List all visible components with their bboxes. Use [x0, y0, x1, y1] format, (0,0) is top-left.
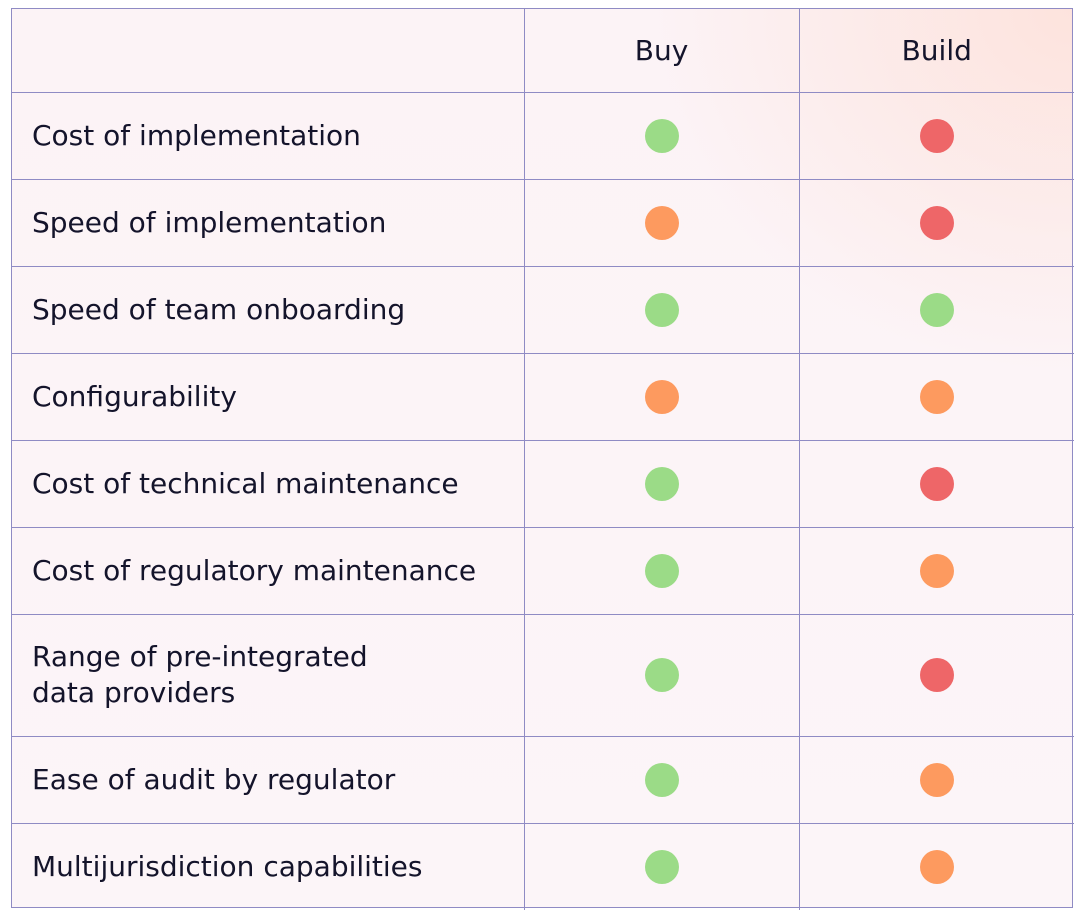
criterion-label: Range of pre-integrated data providers — [12, 613, 525, 737]
table-row: Ease of audit by regulator — [12, 735, 1074, 824]
header-row: Buy Build — [12, 9, 1074, 93]
build-cell — [798, 265, 1074, 354]
status-dot — [644, 466, 679, 501]
build-cell — [798, 613, 1074, 737]
criterion-label: Cost of technical maintenance — [12, 439, 525, 528]
build-cell — [798, 91, 1074, 180]
status-dot — [644, 292, 679, 327]
criterion-label: Cost of implementation — [12, 91, 525, 180]
status-dot — [919, 762, 954, 797]
table-row: Speed of implementation — [12, 178, 1074, 267]
table-row: Cost of regulatory maintenance — [12, 526, 1074, 615]
criterion-label: Ease of audit by regulator — [12, 735, 525, 824]
criterion-label: Speed of implementation — [12, 178, 525, 267]
status-dot — [919, 658, 954, 692]
status-dot — [644, 849, 679, 884]
status-dot — [919, 466, 954, 501]
table-row: Configurability — [12, 352, 1074, 441]
buy-cell — [523, 526, 800, 615]
status-dot — [644, 553, 679, 588]
buy-cell — [523, 613, 800, 737]
status-dot — [919, 553, 954, 588]
build-cell — [798, 352, 1074, 441]
criterion-label: Configurability — [12, 352, 525, 441]
buy-cell — [523, 91, 800, 180]
status-dot — [644, 762, 679, 797]
table-row: Multijurisdiction capabilities — [12, 822, 1074, 910]
criteria-header — [12, 9, 525, 93]
status-dot — [644, 379, 679, 414]
build-cell — [798, 822, 1074, 910]
status-dot — [644, 205, 679, 240]
status-dot — [644, 118, 679, 153]
table-row: Cost of implementation — [12, 91, 1074, 180]
buy-cell — [523, 178, 800, 267]
status-dot — [644, 658, 679, 692]
buy-cell — [523, 822, 800, 910]
criterion-label: Speed of team onboarding — [12, 265, 525, 354]
status-dot — [919, 379, 954, 414]
build-cell — [798, 735, 1074, 824]
buy-cell — [523, 265, 800, 354]
status-dot — [919, 849, 954, 884]
build-cell — [798, 439, 1074, 528]
buy-header: Buy — [523, 9, 800, 93]
status-dot — [919, 292, 954, 327]
buy-cell — [523, 735, 800, 824]
criterion-label: Cost of regulatory maintenance — [12, 526, 525, 615]
table-row: Speed of team onboarding — [12, 265, 1074, 354]
status-dot — [919, 205, 954, 240]
comparison-table-frame: Buy Build Cost of implementation Speed o… — [11, 8, 1074, 910]
criterion-label: Multijurisdiction capabilities — [12, 822, 525, 910]
buy-cell — [523, 439, 800, 528]
buy-cell — [523, 352, 800, 441]
buy-vs-build-table: Buy Build Cost of implementation Speed o… — [12, 9, 1074, 910]
build-cell — [798, 178, 1074, 267]
build-cell — [798, 526, 1074, 615]
status-dot — [919, 118, 954, 153]
table-row: Range of pre-integrated data providers — [12, 613, 1074, 737]
build-header: Build — [798, 9, 1074, 93]
table-row: Cost of technical maintenance — [12, 439, 1074, 528]
